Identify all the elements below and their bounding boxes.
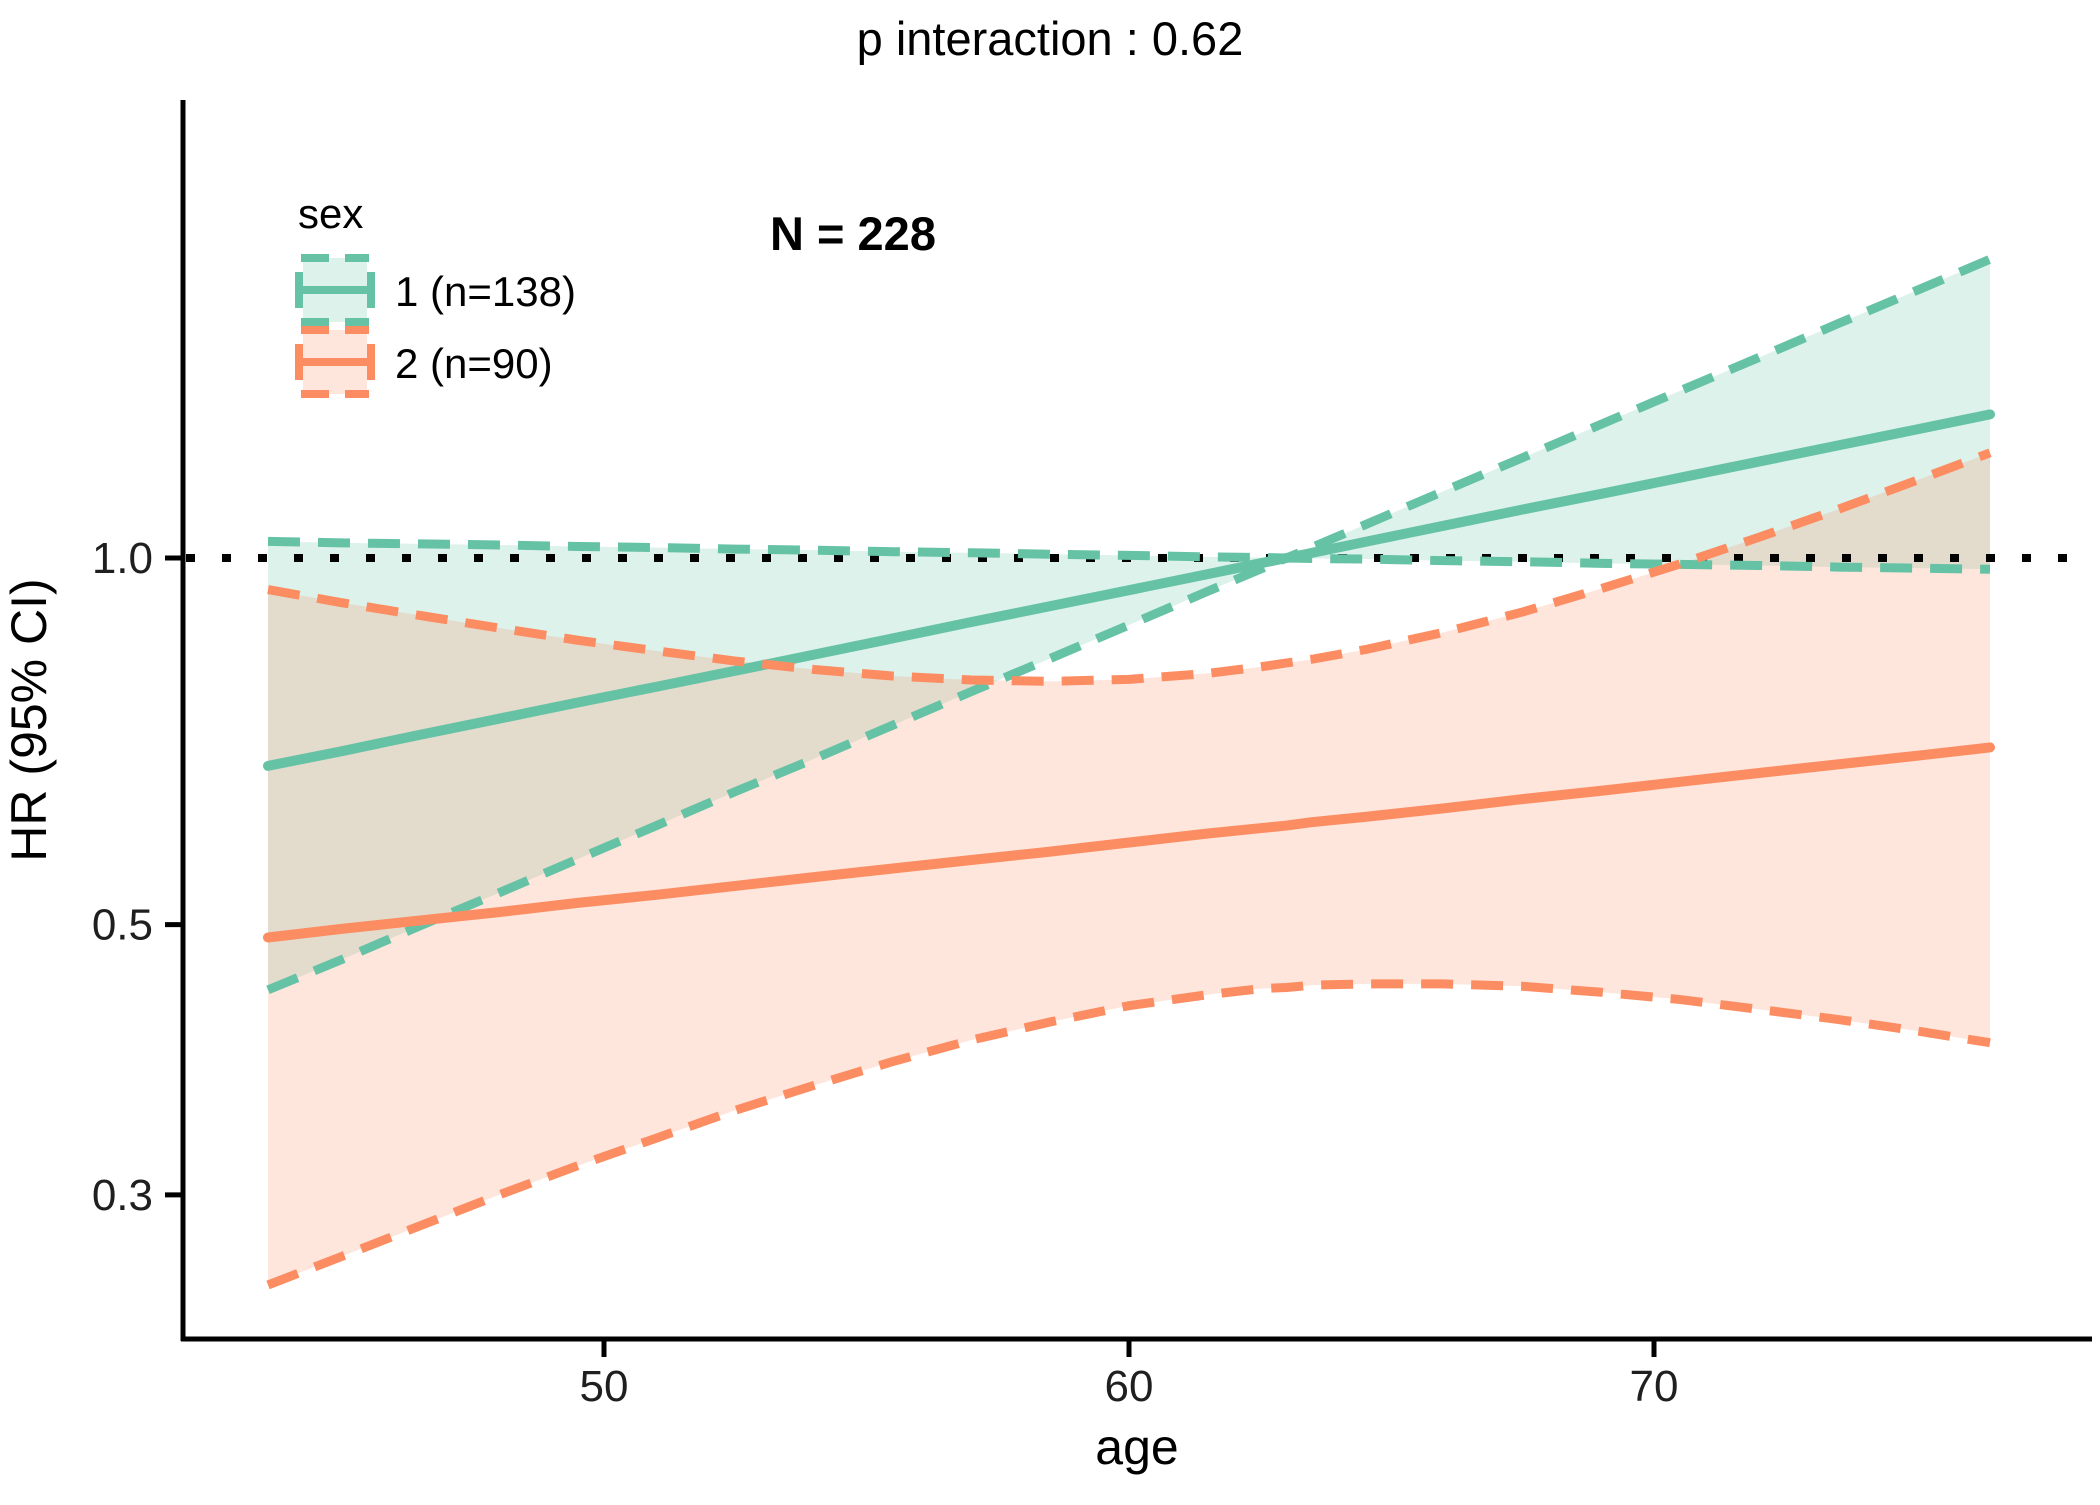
legend-item-2-label: 2 (n=90) xyxy=(395,340,553,387)
ci-upper-sex-1 xyxy=(267,255,1992,563)
legend-key-layer xyxy=(295,254,375,398)
ci-upper-sex-2 xyxy=(267,448,1992,686)
fit-line-layer xyxy=(263,255,1995,1290)
legend-title: sex xyxy=(298,190,363,237)
fit-line-sex-1 xyxy=(263,409,1995,771)
x-tick-label: 70 xyxy=(1630,1362,1679,1411)
x-tick-label: 50 xyxy=(580,1362,629,1411)
y-tick-label: 0.3 xyxy=(92,1171,153,1220)
legend-key-sex-2 xyxy=(295,326,375,398)
x-axis-title: age xyxy=(1095,1419,1178,1475)
legend-item-1-label: 1 (n=138) xyxy=(395,268,576,315)
y-tick-label: 0.5 xyxy=(92,901,153,950)
x-tick-label: 60 xyxy=(1105,1362,1154,1411)
ci-ribbon-sex-2 xyxy=(268,452,1990,1285)
plot-title: p interaction : 0.62 xyxy=(857,12,1244,65)
ci-lower-sex-2 xyxy=(266,979,1991,1290)
y-tick-label: 1.0 xyxy=(92,534,153,583)
ci-lower-sex-1 xyxy=(266,553,1991,995)
y-axis-title: HR (95% CI) xyxy=(1,578,57,861)
fit-line-sex-2 xyxy=(263,742,1995,943)
legend-key-sex-1 xyxy=(295,254,375,326)
axis-layer: 50 60 70 1.0 0.5 0.3 xyxy=(92,100,2092,1411)
sample-size-annotation: N = 228 xyxy=(770,207,936,260)
